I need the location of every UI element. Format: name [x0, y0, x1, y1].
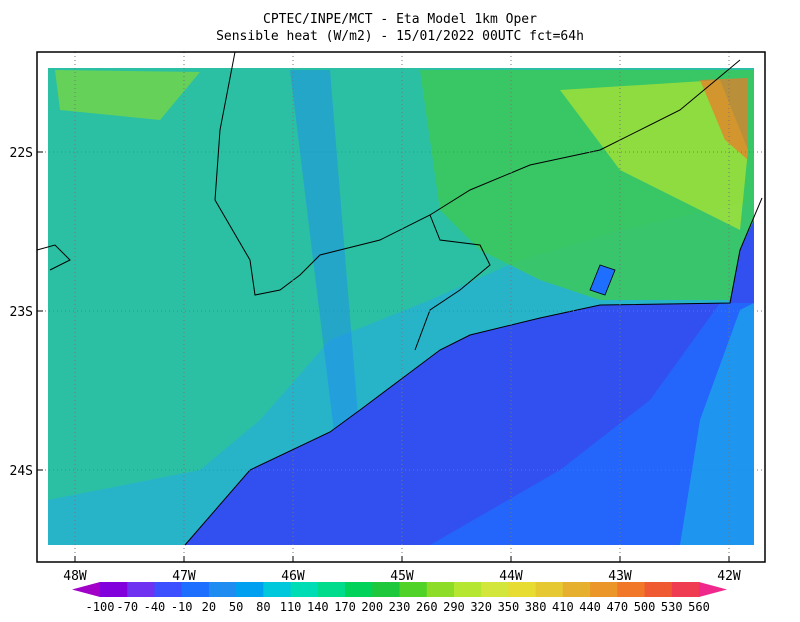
colorbar-label: -40: [144, 600, 166, 614]
colorbar-label: 500: [634, 600, 656, 614]
colorbar-arrow: [72, 582, 100, 597]
colorbar: -100 -70 -40 -10 20 50 80 110 140 170 200 230 260 290…: [72, 582, 727, 614]
colorbar-label: 320: [470, 600, 492, 614]
map-frame: [36, 51, 766, 563]
colorbar-label: 440: [579, 600, 601, 614]
cool-streak: [290, 70, 360, 440]
colorbar-box: [100, 582, 128, 597]
ocean-mid: [430, 303, 754, 545]
colorbar-box: [208, 582, 237, 597]
state-border: [414, 214, 491, 351]
colorbar-label: 530: [661, 600, 683, 614]
colorbar-arrow: [699, 582, 727, 597]
colorbar-box: [399, 582, 428, 597]
colorbar-box: [154, 582, 183, 597]
colorbar-box: [453, 582, 482, 597]
lon-label: 45W: [390, 569, 414, 584]
lat-label: 23S: [10, 305, 33, 320]
state-border: [214, 51, 741, 296]
colorbar-box: [263, 582, 292, 597]
colorbar-box: [181, 582, 210, 597]
colorbar-label: 140: [307, 600, 329, 614]
land-hot: [700, 78, 748, 160]
colorbar-label: 230: [389, 600, 411, 614]
map-field: [36, 51, 763, 546]
colorbar-box: [372, 582, 400, 597]
colorbar-box: [617, 582, 646, 597]
colorbar-box: [671, 582, 700, 597]
colorbar-label: 170: [334, 600, 356, 614]
colorbar-label: 350: [498, 600, 520, 614]
colorbar-box: [236, 582, 264, 597]
lon-label: 43W: [608, 569, 632, 584]
colorbar-label: 20: [202, 600, 216, 614]
colorbar-box: [481, 582, 509, 597]
lat-label: 24S: [10, 464, 33, 479]
colorbar-label: 560: [688, 600, 710, 614]
state-border: [36, 244, 71, 271]
lon-label: 47W: [172, 569, 196, 584]
colorbar-label: -100: [86, 600, 115, 614]
grid: 22S 23S 24S 48W 47W 46W 45W 44W 43W 42W: [10, 52, 765, 584]
colorbar-label: 290: [443, 600, 465, 614]
colorbar-label: -70: [116, 600, 138, 614]
colorbar-label: 260: [416, 600, 438, 614]
colorbar-label: 110: [280, 600, 302, 614]
colorbar-box: [644, 582, 673, 597]
lat-label: 22S: [10, 146, 33, 161]
colorbar-box: [290, 582, 319, 597]
colorbar-box: [345, 582, 373, 597]
title: CPTEC/INPE/MCT - Eta Model 1km Oper: [263, 12, 537, 27]
colorbar-label: 410: [552, 600, 574, 614]
colorbar-box: [508, 582, 537, 597]
land-warm: [560, 80, 748, 230]
subtitle: Sensible heat (W/m2) - 15/01/2022 00UTC …: [216, 29, 584, 44]
colorbar-box: [426, 582, 455, 597]
land-warm-nw: [55, 70, 200, 120]
colorbar-box: [535, 582, 564, 597]
coastline: [184, 197, 763, 546]
colorbar-box: [590, 582, 618, 597]
lagoon: [589, 264, 616, 296]
colorbar-label: 200: [361, 600, 383, 614]
colorbar-label: 50: [229, 600, 243, 614]
colorbar-box: [562, 582, 591, 597]
colorbar-box: [317, 582, 346, 597]
colorbar-label: 80: [256, 600, 270, 614]
ocean-light: [680, 303, 754, 545]
lon-label: 42W: [717, 569, 741, 584]
colorbar-label: -10: [171, 600, 193, 614]
lon-label: 48W: [63, 569, 87, 584]
colorbar-box: [127, 582, 155, 597]
colorbar-label: 380: [525, 600, 547, 614]
lon-label: 44W: [499, 569, 523, 584]
colorbar-label: 470: [606, 600, 628, 614]
lon-label: 46W: [281, 569, 305, 584]
